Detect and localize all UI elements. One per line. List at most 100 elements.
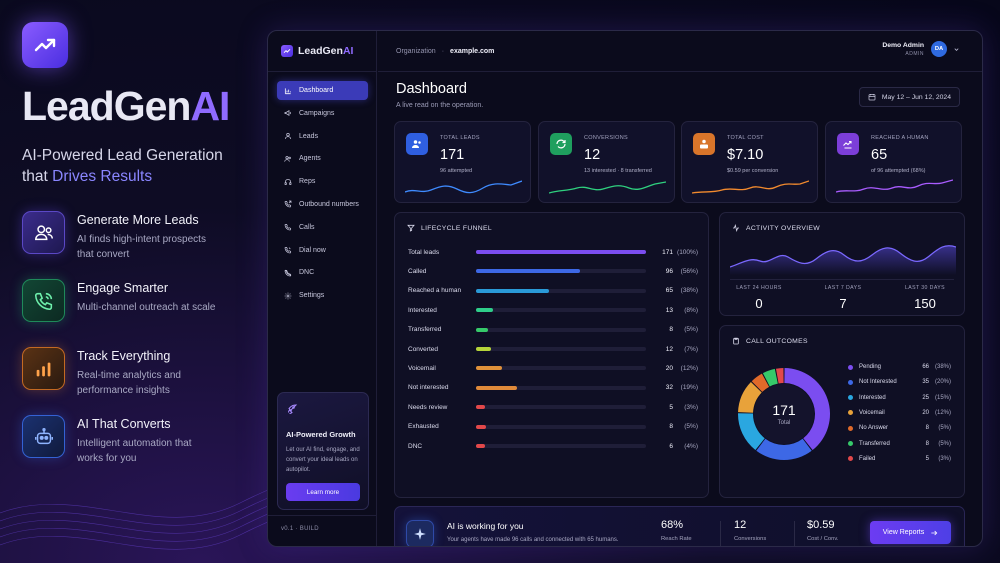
sidebar-item-agents[interactable]: Agents [277,149,368,168]
kpi-conversions[interactable]: CONVERSIONS 12 13 interested · 8 transfe… [538,121,675,203]
donut-slice[interactable] [751,373,770,392]
funnel-row[interactable]: Needs review 5 (3%) [408,402,698,412]
funnel-row[interactable]: Exhausted 8 (5%) [408,422,698,432]
donut-slice[interactable] [738,413,765,451]
legend-count: 20 [922,409,929,416]
sidebar-item-leads[interactable]: Leads [277,127,368,146]
donut-slice[interactable] [762,368,778,387]
org-value[interactable]: example.com [450,47,495,55]
donut-total: 171 Total [772,402,796,426]
user-menu[interactable]: Demo Admin ADMIN DA [882,41,960,57]
legend-count: 8 [925,440,929,447]
legend-item[interactable]: Not Interested 35 (20%) [848,377,951,387]
main-content: Dashboard A live read on the operation. … [378,73,982,546]
banner-title: AI is working for you [447,521,524,531]
legend-dot [848,441,853,446]
sidebar-item-dashboard[interactable]: Dashboard [277,81,368,100]
date-range-picker[interactable]: May 12 – Jun 12, 2024 [858,87,960,107]
calendar-icon [868,94,876,101]
legend-dot [848,379,853,385]
lifecycle-funnel-card: LIFECYCLE FUNNEL Total leads 171 (100%) Cal… [394,212,709,498]
feature-title: Engage Smarter [77,281,169,295]
funnel-track [476,385,646,390]
donut-slice[interactable] [756,438,812,460]
org-label: Organization [396,47,436,55]
funnel-label: Voicemail [408,364,436,372]
app-window: LeadGen AI Dashboard Campaigns Leads Agen… [267,30,983,547]
funnel-row[interactable]: Transferred 8 (5%) [408,325,698,335]
view-reports-button[interactable]: View Reports [870,521,951,544]
learn-more-button[interactable]: Learn more [286,483,360,501]
legend-count: 25 [922,394,929,401]
promo-title: AI-Powered Growth [286,430,356,439]
funnel-track [476,405,646,410]
legend-pct: (3%) [938,455,951,462]
funnel-label: Reached a human [408,287,462,295]
sparkline [549,181,666,194]
hero-section: LeadGenAI AI-Powered Lead Generation tha… [22,22,252,483]
legend-item[interactable]: Voicemail 20 (12%) [848,408,951,418]
phone-icon [22,279,65,322]
donut-slice[interactable] [738,382,762,413]
sidebar-brand[interactable]: LeadGen AI [268,31,376,72]
sidebar-item-dnc[interactable]: DNC [277,263,368,282]
funnel-row[interactable]: Not interested 32 (19%) [408,383,698,393]
legend-count: 5 [925,455,929,462]
legend-label: Transferred [859,440,890,447]
legend-item[interactable]: No Answer 8 (5%) [848,423,951,433]
sidebar-item-calls[interactable]: Calls [277,218,368,237]
donut-slice[interactable] [784,368,830,451]
filter-icon [407,224,415,232]
funnel-bar [476,405,485,410]
kpi-label: REACHED A HUMAN [871,135,929,141]
sidebar-item-dial-now[interactable]: Dial now [277,241,368,260]
funnel-row[interactable]: Called 96 (56%) [408,266,698,276]
funnel-row[interactable]: Total leads 171 (100%) [408,247,698,257]
robot-icon [22,415,65,458]
activity-stat: LAST 30 DAYS 150 [904,285,946,311]
users-icon [406,133,428,155]
legend-item[interactable]: Pending 66 (38%) [848,362,951,372]
logo-icon [281,45,293,57]
gear-icon [284,292,292,300]
chevron-down-icon[interactable] [953,46,960,53]
sidebar-item-campaigns[interactable]: Campaigns [277,104,368,123]
banner-stat: 12 Conversions [734,519,767,542]
funnel-count: 171 [662,248,673,256]
funnel-track [476,269,646,274]
feature-desc: AI finds high-intent prospects that conv… [77,234,206,260]
kpi-total-cost[interactable]: TOTAL COST $7.10 $0.59 per conversion [681,121,818,203]
funnel-row[interactable]: DNC 6 (4%) [408,441,698,451]
version-label: v0.1 · BUILD [281,526,319,532]
donut-slice[interactable] [775,368,784,384]
funnel-row[interactable]: Voicemail 20 (12%) [408,363,698,373]
funnel-bar [476,308,493,313]
funnel-row[interactable]: Reached a human 65 (38%) [408,286,698,296]
avatar[interactable]: DA [931,41,947,57]
divider [720,521,721,546]
kpi-sub: 13 interested · 8 transferred [584,168,652,174]
bar-chart-icon [22,347,65,390]
kpi-total-leads[interactable]: TOTAL LEADS 171 96 attempted [394,121,531,203]
legend-item[interactable]: Interested 25 (15%) [848,393,951,403]
funnel-count: 32 [665,384,673,392]
sparkline [692,180,809,194]
funnel-label: DNC [408,442,423,450]
sidebar-item-settings[interactable]: Settings [277,286,368,305]
card-title: ACTIVITY OVERVIEW [732,224,820,232]
funnel-count: 65 [665,287,673,295]
kpi-reached-human[interactable]: REACHED A HUMAN 65 of 96 attempted (68%) [825,121,962,203]
legend-dot [848,456,853,462]
feature-item: Track Everything Real-time analytics and… [22,347,252,415]
funnel-bar [476,366,502,371]
funnel-track [476,424,646,429]
sidebar-item-reps[interactable]: Reps [277,172,368,191]
funnel-bar [476,250,646,254]
sidebar-item-outbound-numbers[interactable]: Outbound numbers [277,195,368,214]
funnel-row[interactable]: Converted 12 (7%) [408,344,698,354]
kpi-sub: 96 attempted [440,168,473,174]
legend-item[interactable]: Failed 5 (3%) [848,454,951,464]
legend-item[interactable]: Transferred 8 (5%) [848,439,951,449]
funnel-row[interactable]: Interested 13 (8%) [408,305,698,315]
funnel-bar [476,424,487,429]
